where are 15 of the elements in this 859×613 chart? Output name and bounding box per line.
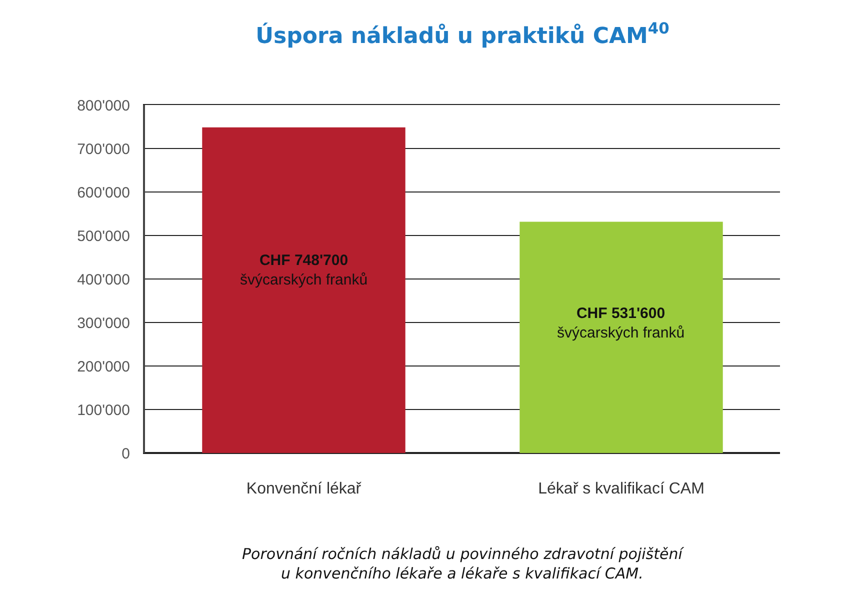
y-tick-label: 100'000 [77,402,130,419]
x-tick-label: Konvenční lékař [246,480,362,498]
y-tick-label: 300'000 [77,314,130,332]
y-tick-label: 400'000 [77,271,130,288]
y-tick-label: 200'000 [77,358,130,376]
y-tick-label: 0 [122,445,130,462]
text: Porovnání ročních nákladů u povinného zdravotní pojištění u konvenčního lékaře a lékaře s kvalifikací CAM. [242,545,684,582]
y-tick-label: 700'000 [77,140,130,158]
y-tick-label: 800'000 [77,97,130,114]
data-label: CHF 748'700 švýcarských franků [240,252,368,288]
data-label: CHF 531'600 švýcarských franků [557,305,685,342]
y-tick-label: 500'000 [77,228,130,245]
y-tick-label: 600'000 [77,184,130,202]
chart-title: Úspora nákladů u praktiků CAM$^{40}$ [256,20,670,49]
x-tick-label: Lékař s kvalifikací CAM [538,480,704,498]
